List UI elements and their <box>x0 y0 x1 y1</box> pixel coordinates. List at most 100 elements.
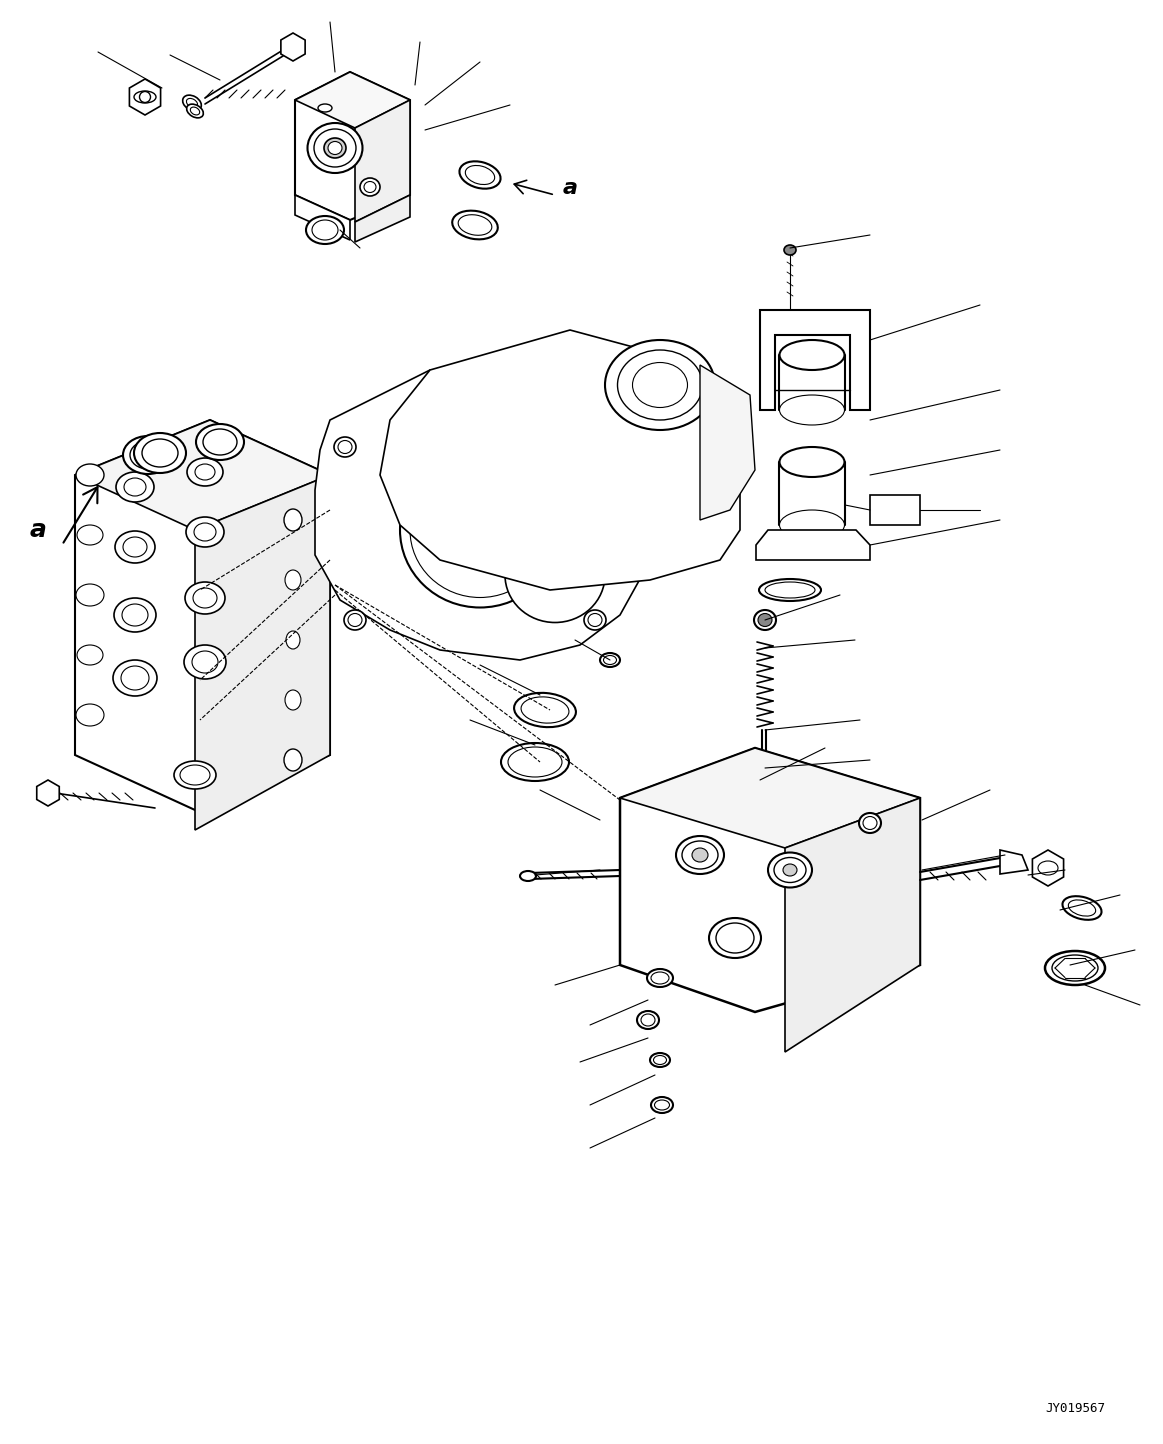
Ellipse shape <box>637 1011 659 1030</box>
Ellipse shape <box>348 614 362 627</box>
Polygon shape <box>785 799 920 1053</box>
Ellipse shape <box>514 693 576 728</box>
Ellipse shape <box>654 1056 666 1064</box>
Ellipse shape <box>307 123 363 173</box>
Ellipse shape <box>501 744 569 781</box>
Ellipse shape <box>134 433 186 474</box>
Polygon shape <box>620 748 920 1012</box>
Ellipse shape <box>183 95 201 111</box>
Ellipse shape <box>324 139 347 157</box>
Polygon shape <box>295 195 350 240</box>
Ellipse shape <box>633 362 687 407</box>
Ellipse shape <box>647 969 673 988</box>
Ellipse shape <box>76 464 104 487</box>
Ellipse shape <box>716 923 754 953</box>
Ellipse shape <box>197 425 244 461</box>
Ellipse shape <box>768 852 812 888</box>
Polygon shape <box>759 310 870 410</box>
Ellipse shape <box>187 458 223 487</box>
Ellipse shape <box>306 217 344 244</box>
Polygon shape <box>195 475 330 830</box>
Ellipse shape <box>204 429 237 455</box>
Ellipse shape <box>452 211 498 240</box>
Ellipse shape <box>134 91 156 103</box>
Ellipse shape <box>77 526 104 544</box>
Ellipse shape <box>602 443 618 456</box>
Ellipse shape <box>651 1097 673 1113</box>
Polygon shape <box>700 365 755 520</box>
Ellipse shape <box>317 104 331 113</box>
Ellipse shape <box>193 588 217 608</box>
Polygon shape <box>281 33 305 61</box>
Ellipse shape <box>114 598 156 632</box>
Ellipse shape <box>618 349 702 420</box>
Ellipse shape <box>1069 900 1096 915</box>
Ellipse shape <box>364 182 376 192</box>
Ellipse shape <box>116 472 154 503</box>
Text: a: a <box>563 178 578 198</box>
Ellipse shape <box>807 396 816 404</box>
Text: a: a <box>30 518 47 542</box>
Ellipse shape <box>508 747 562 777</box>
Polygon shape <box>1033 851 1064 887</box>
Ellipse shape <box>124 478 147 495</box>
Ellipse shape <box>765 582 815 598</box>
Polygon shape <box>295 72 411 219</box>
Ellipse shape <box>756 761 772 775</box>
Ellipse shape <box>863 816 877 829</box>
Ellipse shape <box>759 762 769 773</box>
Ellipse shape <box>759 579 821 601</box>
Ellipse shape <box>121 666 149 690</box>
Ellipse shape <box>400 452 561 608</box>
Ellipse shape <box>775 858 806 882</box>
Ellipse shape <box>584 609 606 630</box>
Ellipse shape <box>195 464 215 479</box>
Ellipse shape <box>784 245 795 256</box>
Ellipse shape <box>411 462 550 598</box>
Ellipse shape <box>1053 954 1098 980</box>
Ellipse shape <box>312 219 338 240</box>
Ellipse shape <box>186 98 198 108</box>
Ellipse shape <box>186 104 204 118</box>
Ellipse shape <box>859 813 882 833</box>
Polygon shape <box>1000 851 1028 874</box>
Ellipse shape <box>641 1014 655 1027</box>
Ellipse shape <box>140 91 150 103</box>
Ellipse shape <box>458 215 492 235</box>
Ellipse shape <box>605 339 715 430</box>
Ellipse shape <box>130 440 166 469</box>
Ellipse shape <box>314 129 356 168</box>
Ellipse shape <box>1039 861 1058 875</box>
Ellipse shape <box>338 440 352 453</box>
Polygon shape <box>129 79 160 116</box>
Ellipse shape <box>191 107 200 116</box>
Ellipse shape <box>779 510 844 540</box>
Polygon shape <box>295 72 411 129</box>
Ellipse shape <box>520 871 536 881</box>
Ellipse shape <box>588 614 602 627</box>
Polygon shape <box>355 100 411 222</box>
Ellipse shape <box>76 705 104 726</box>
Polygon shape <box>355 195 411 243</box>
Ellipse shape <box>1063 897 1101 920</box>
Ellipse shape <box>113 660 157 696</box>
Ellipse shape <box>599 440 621 461</box>
Ellipse shape <box>122 604 148 627</box>
Ellipse shape <box>180 765 211 786</box>
Ellipse shape <box>284 508 302 531</box>
Ellipse shape <box>758 614 772 627</box>
Ellipse shape <box>142 439 178 466</box>
Ellipse shape <box>779 396 844 425</box>
Ellipse shape <box>783 864 797 877</box>
Polygon shape <box>74 420 330 810</box>
Ellipse shape <box>344 609 366 630</box>
Ellipse shape <box>754 609 776 630</box>
Text: JY019567: JY019567 <box>1046 1402 1105 1415</box>
Ellipse shape <box>115 531 155 563</box>
Ellipse shape <box>185 582 224 614</box>
Ellipse shape <box>465 166 494 185</box>
Ellipse shape <box>682 840 718 869</box>
Ellipse shape <box>779 339 844 370</box>
Ellipse shape <box>709 918 761 957</box>
Ellipse shape <box>186 517 224 547</box>
